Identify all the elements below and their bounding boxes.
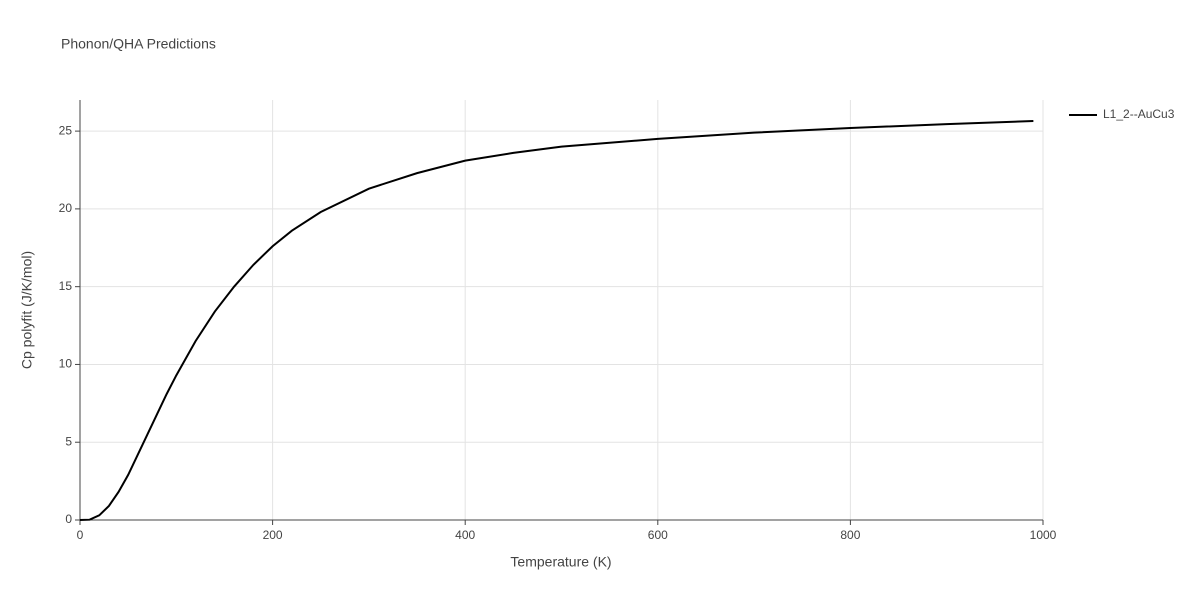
line-series bbox=[79, 120, 1034, 521]
x-tick-label: 600 bbox=[648, 528, 668, 542]
x-tick-label: 1000 bbox=[1030, 528, 1057, 542]
y-tick-label: 20 bbox=[59, 201, 73, 215]
y-tick-label: 5 bbox=[65, 434, 72, 448]
y-axis-title: Cp polyfit (J/K/mol) bbox=[19, 251, 35, 369]
x-tick-label: 0 bbox=[77, 528, 84, 542]
x-tick-label: 400 bbox=[455, 528, 475, 542]
legend-label: L1_2--AuCu3 bbox=[1103, 107, 1175, 121]
x-tick-label: 800 bbox=[840, 528, 860, 542]
x-tick-label: 200 bbox=[263, 528, 283, 542]
chart-title: Phonon/QHA Predictions bbox=[61, 36, 216, 52]
y-tick-label: 25 bbox=[59, 123, 73, 137]
y-tick-label: 15 bbox=[59, 279, 73, 293]
y-tick-label: 0 bbox=[65, 512, 72, 526]
x-axis-title: Temperature (K) bbox=[510, 554, 611, 570]
y-tick-label: 10 bbox=[59, 357, 73, 371]
